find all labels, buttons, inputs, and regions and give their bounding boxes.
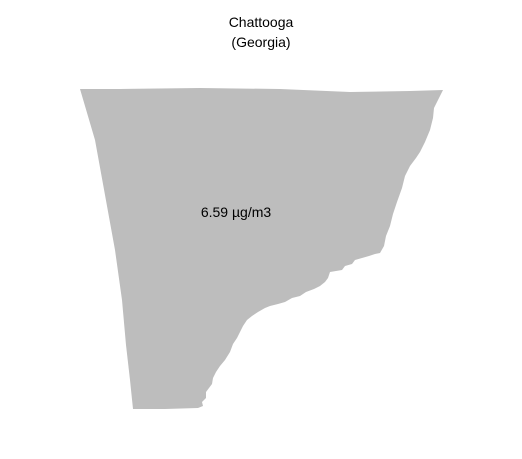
county-value-label: 6.59 µg/m3 xyxy=(201,204,272,220)
county-shape xyxy=(80,88,443,409)
map-title: Chattooga xyxy=(228,14,294,30)
map-subtitle: (Georgia) xyxy=(231,34,291,50)
map-title-block: Chattooga (Georgia) xyxy=(0,12,522,52)
